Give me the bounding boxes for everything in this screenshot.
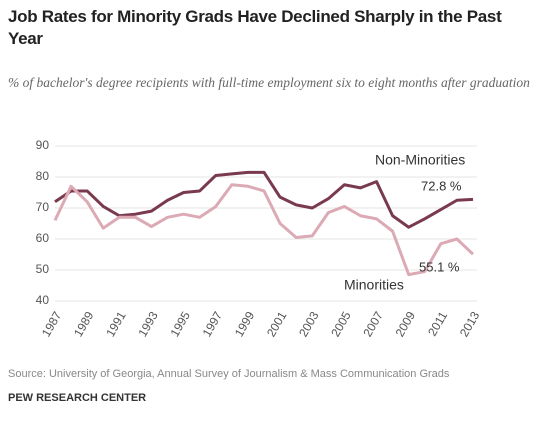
x-tick-label: 1991 <box>103 309 129 339</box>
x-tick-label: 2013 <box>457 309 483 339</box>
chart-subtitle: % of bachelor's degree recipients with f… <box>8 75 530 90</box>
source-note: Source: University of Georgia, Annual Su… <box>8 368 450 380</box>
x-tick-label: 1995 <box>167 309 193 339</box>
credit: PEW RESEARCH CENTER <box>8 392 147 404</box>
y-tick-label: 50 <box>36 262 50 276</box>
x-tick-label: 2007 <box>360 309 386 339</box>
x-tick-label: 2003 <box>296 309 322 339</box>
y-tick-label: 60 <box>36 231 50 245</box>
x-tick-label: 1987 <box>39 309 65 339</box>
x-tick-label: 2001 <box>264 309 290 339</box>
data-label: 55.1 % <box>419 259 460 274</box>
x-tick-label: 1989 <box>71 309 97 339</box>
y-tick-label: 90 <box>36 138 50 152</box>
series-line <box>53 183 475 277</box>
series-label: Minorities <box>344 277 404 293</box>
y-tick-label: 40 <box>36 293 50 307</box>
x-tick-label: 2005 <box>328 309 354 339</box>
series-line <box>54 170 474 229</box>
chart-title: Job Rates for Minority Grads Have Declin… <box>8 7 502 48</box>
x-tick-label: 2011 <box>425 309 450 339</box>
x-tick-label: 1993 <box>135 309 161 339</box>
x-tick-label: 1999 <box>232 309 258 339</box>
x-tick-label: 1997 <box>200 309 226 339</box>
y-tick-label: 80 <box>36 169 50 183</box>
data-label: 72.8 % <box>421 178 462 193</box>
series-label: Non-Minorities <box>375 152 465 168</box>
y-tick-label: 70 <box>36 200 50 214</box>
x-tick-label: 2009 <box>393 309 419 339</box>
